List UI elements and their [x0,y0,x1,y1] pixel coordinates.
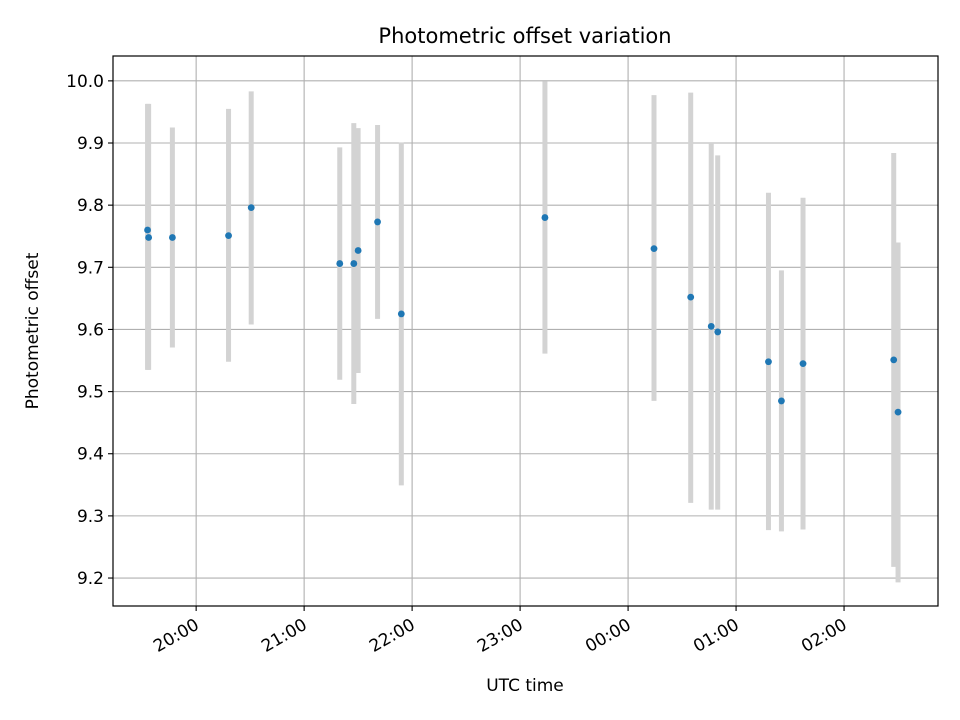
data-point [397,310,405,318]
y-tick-label: 9.3 [77,507,104,527]
data-point [225,232,232,240]
y-tick-label: 9.9 [77,134,104,154]
data-point [541,214,549,221]
y-axis-label: Photometric offset [23,252,43,409]
data-point [894,408,902,416]
y-tick-label: 9.5 [77,383,104,403]
data-point [168,234,176,241]
y-tick-label: 9.7 [77,258,104,278]
x-axis-label: UTC time [486,676,564,696]
data-point [714,328,722,336]
data-point [145,234,153,241]
data-point [247,204,255,212]
data-point [336,260,344,267]
data-point [890,356,898,364]
y-tick-label: 10.0 [66,72,104,92]
y-tick-label: 9.2 [77,569,104,589]
data-point [765,358,772,366]
data-point [778,397,785,405]
data-point [350,260,358,267]
chart-title: Photometric offset variation [378,24,671,48]
y-tick-label: 9.6 [77,320,104,340]
data-point [144,226,151,234]
data-point [687,293,695,301]
data-point [354,247,362,254]
data-point [799,360,807,368]
y-axis: 9.2 9.3 9.4 9.5 9.6 9.7 9.8 9.9 10.0 [66,72,113,589]
y-tick-label: 9.8 [77,196,104,216]
data-point [707,322,715,330]
plot-area-background [113,56,938,606]
plot-frame [112,55,939,607]
data-point [374,218,381,226]
data-point [650,245,658,253]
y-tick-label: 9.4 [77,445,104,465]
data-points [144,204,902,416]
